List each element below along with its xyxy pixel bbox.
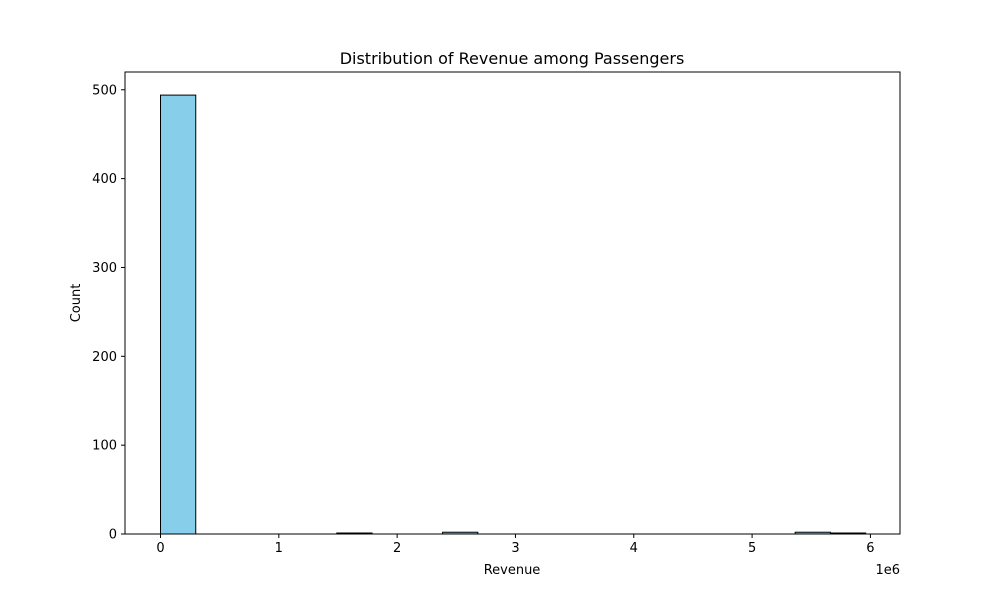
y-axis-ticks: 0 100 200 300 400 500 (92, 83, 125, 543)
x-tick-label: 2 (393, 541, 401, 556)
x-axis-offset-label: 1e6 (875, 563, 900, 578)
x-tick-label: 1 (275, 541, 283, 556)
chart-title: Distribution of Revenue among Passengers (340, 49, 685, 68)
x-axis-ticks: 0 1 2 3 4 5 6 (156, 534, 875, 556)
histogram-bar (159, 94, 197, 535)
x-tick-label: 6 (866, 541, 874, 556)
y-tick-label: 300 (92, 261, 117, 276)
x-tick-label: 5 (748, 541, 756, 556)
y-tick-label: 100 (92, 439, 117, 454)
x-tick-label: 4 (630, 541, 638, 556)
plot-frame (124, 71, 901, 535)
y-axis-label: Count (69, 284, 84, 323)
y-tick-label: 200 (92, 350, 117, 365)
x-axis-label: Revenue (484, 563, 541, 578)
bars-group (159, 94, 867, 535)
x-tick-label: 0 (156, 541, 164, 556)
y-tick-label: 400 (92, 172, 117, 187)
x-tick-label: 3 (511, 541, 519, 556)
y-tick-label: 0 (109, 528, 117, 543)
y-tick-label: 500 (92, 83, 117, 98)
